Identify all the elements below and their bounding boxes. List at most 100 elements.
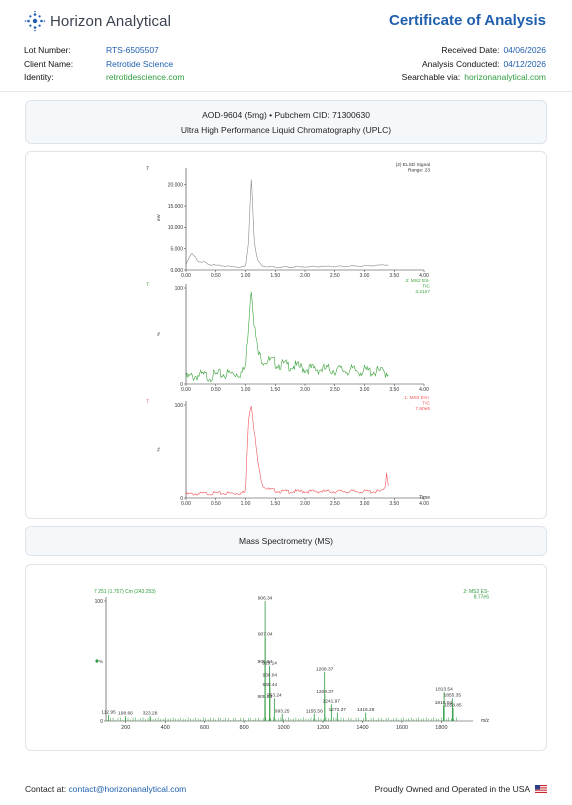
x-tick-label: 600: [200, 725, 209, 731]
horizon-logo-icon: [24, 10, 46, 32]
x-axis-label: m/z: [481, 718, 490, 724]
y-tick-label: 100: [175, 403, 184, 409]
analysis-date-label: Analysis Conducted:: [421, 58, 500, 69]
x-axis-label: Time: [419, 495, 430, 501]
company-name: Horizon Analytical: [50, 12, 172, 30]
x-tick-label: 1800: [435, 725, 447, 731]
lot-number-label: Lot Number:: [24, 45, 71, 55]
panel-legend-line: 2: MS2 ES-: [405, 278, 430, 284]
peak-label: 112.95: [101, 710, 116, 716]
x-tick-label: 1.00: [241, 387, 251, 393]
peak-label: 1241.97: [323, 699, 341, 705]
x-tick-label: 3.00: [360, 501, 370, 507]
x-tick-label: 1400: [356, 725, 368, 731]
x-tick-label: 2.50: [330, 273, 340, 279]
peak-label: 1810.04: [435, 700, 453, 706]
peak-label: 1155.56: [306, 708, 323, 714]
peak-label: 953.24: [267, 693, 282, 699]
contact-email-link[interactable]: contact@horizonanalytical.com: [68, 784, 187, 794]
panel-legend-line: (2) ELSD Signal: [396, 162, 430, 168]
x-tick-label: 1.50: [270, 273, 280, 279]
page-footer: Contact at: contact@horizonanalytical.co…: [25, 784, 547, 794]
marker-dot: [95, 659, 99, 663]
panel-legend-line: TIC: [422, 284, 430, 290]
x-tick-label: 0.00: [181, 501, 191, 507]
document-title: Certificate of Analysis: [389, 12, 546, 29]
spectrum-header: 7 251 (1.757) Cm (243:253): [94, 589, 156, 595]
x-tick-label: 800: [240, 725, 249, 731]
panel-legend-line: 3.21e7: [415, 289, 430, 295]
identity-label: Identity:: [24, 72, 54, 82]
received-date-row: Received Date: 04/06/2026: [402, 44, 546, 58]
client-name-row: Client Name: Retrotide Science: [24, 58, 184, 72]
trace-line: [185, 291, 389, 383]
lot-number-row: Lot Number: RTS-6505507: [24, 44, 184, 58]
peak-label: 906.34: [258, 596, 273, 602]
y-tick-label: 0: [180, 382, 183, 388]
y-axis-label: %: [156, 332, 161, 336]
searchable-row: Searchable via: horizonanalytical.com: [402, 71, 546, 85]
panel-legend-line: 7.60e6: [415, 406, 430, 412]
identity-row: Identity: retrotidescience.com: [24, 71, 184, 85]
client-name-label: Client Name:: [24, 58, 74, 69]
peak-label: 323.28: [143, 711, 158, 717]
y-tick-label: 100: [175, 286, 184, 292]
searchable-label: Searchable via:: [401, 72, 461, 82]
x-tick-label: 1.00: [241, 501, 251, 507]
lot-number-value: RTS-6505507: [106, 45, 159, 55]
peak-label: 1209.37: [316, 689, 334, 695]
us-flag-icon: [535, 785, 547, 793]
peak-label: 1858.85: [444, 702, 462, 708]
ownership-text: Proudly Owned and Operated in the USA: [374, 784, 530, 794]
y-tick-label: 0: [180, 496, 183, 502]
peak-label: 1416.28: [357, 707, 375, 713]
y-tick-label: 15.000: [168, 204, 184, 210]
x-tick-label: 3.50: [389, 501, 399, 507]
x-tick-label: 1.00: [241, 273, 251, 279]
y-axis-label: %: [156, 447, 161, 451]
searchable-link[interactable]: horizonanalytical.com: [464, 72, 546, 82]
x-tick-label: 0.00: [181, 387, 191, 393]
spectrum-legend-line: 8.77e5: [474, 595, 490, 601]
contact-label: Contact at:: [25, 784, 67, 794]
y-tick-label: 10.000: [168, 225, 184, 231]
x-tick-label: 1.50: [270, 501, 280, 507]
peak-label: 198.66: [118, 711, 133, 717]
trace-line: [185, 179, 389, 269]
identity-link[interactable]: retrotidescience.com: [106, 72, 185, 82]
analysis-date-value: 04/12/2026: [503, 58, 546, 69]
peak-label: 930.44: [263, 682, 278, 688]
x-tick-label: 4.00: [419, 501, 429, 507]
x-tick-label: 0.50: [211, 501, 221, 507]
x-tick-label: 2.50: [330, 501, 340, 507]
y-axis-label: %: [99, 659, 103, 664]
sample-info-right: Received Date: 04/06/2026 Analysis Condu…: [402, 44, 546, 85]
x-tick-label: 4.00: [419, 387, 429, 393]
sample-name: AOD-9604 (5mg) • Pubchem CID: 71300630: [202, 110, 370, 120]
x-tick-label: 2.00: [300, 387, 310, 393]
company-logo: Horizon Analytical: [24, 10, 171, 32]
sample-title-card: AOD-9604 (5mg) • Pubchem CID: 71300630 U…: [25, 100, 547, 144]
ms-spectrum-chart: 0 100 200 400 600 800 1000 1200 1400 1600 1800 112.…: [94, 589, 490, 731]
analysis-date-row: Analysis Conducted: 04/12/2026: [402, 58, 546, 72]
peak-label: 1272.37: [329, 707, 347, 713]
x-tick-label: 3.50: [389, 273, 399, 279]
panel-legend-line: Range: 23: [408, 168, 430, 174]
contact-info: Contact at: contact@horizonanalytical.co…: [25, 784, 186, 794]
ownership-note: Proudly Owned and Operated in the USA: [375, 784, 547, 794]
y-tick-label: 100: [95, 599, 104, 605]
x-tick-label: 2.00: [300, 501, 310, 507]
x-tick-label: 0.00: [181, 273, 191, 279]
trace-line: [185, 406, 389, 496]
ms-section-title: Mass Spectrometry (MS): [239, 536, 333, 546]
x-tick-label: 0.50: [211, 387, 221, 393]
ms-spectrum-card: 0 100 200 400 600 800 1000 1200 1400 1600 1800 112.…: [25, 564, 547, 751]
y-axis-label: mV: [156, 214, 161, 221]
received-date-value: 04/06/2026: [503, 45, 546, 55]
y-tick-label: 0.000: [170, 268, 183, 274]
panel-corner-label: 7: [146, 399, 149, 405]
panel-corner-label: 7: [146, 282, 149, 288]
method-name: Ultra High Performance Liquid Chromatogr…: [180, 125, 392, 135]
panel-corner-label: 7: [146, 166, 149, 172]
